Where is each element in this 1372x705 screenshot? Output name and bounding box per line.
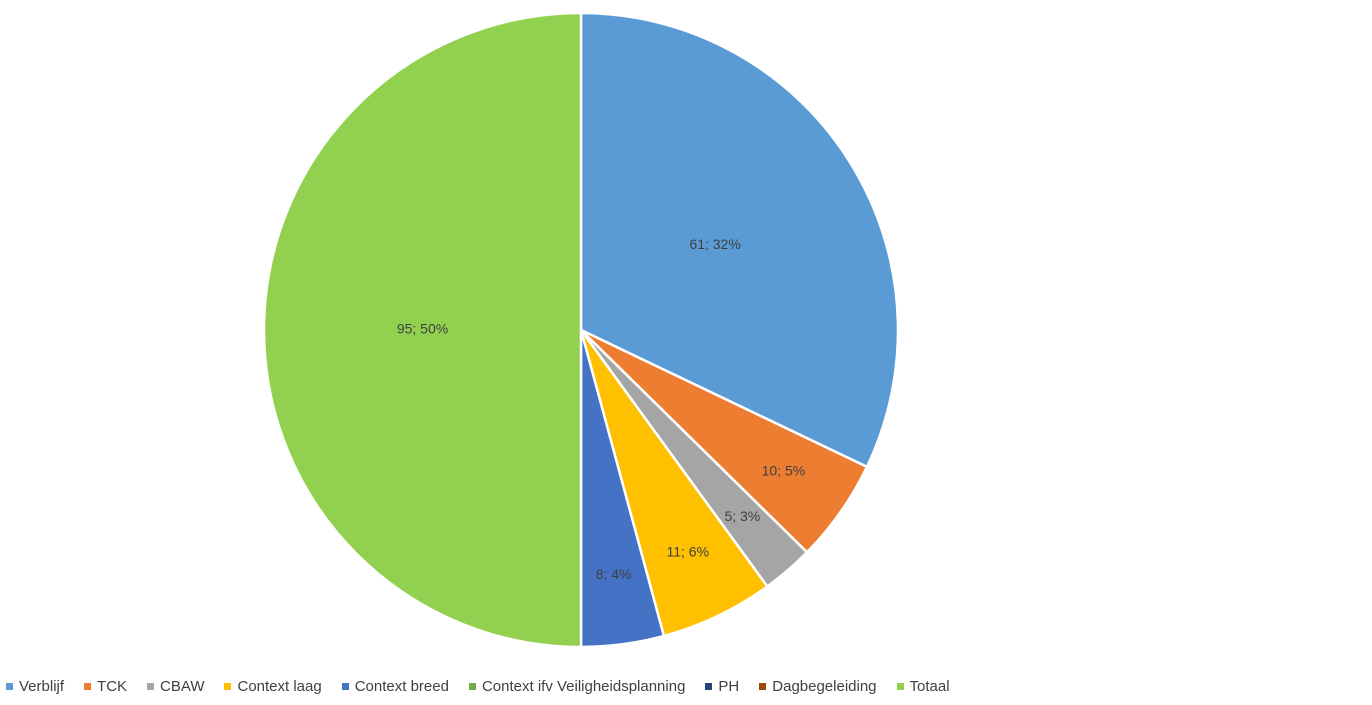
legend-label: Verblijf	[19, 678, 64, 695]
data-label: 10; 5%	[762, 463, 806, 479]
legend-label: Context breed	[355, 678, 449, 695]
legend-label: Totaal	[910, 678, 950, 695]
data-label: 8; 4%	[596, 566, 632, 582]
page: 61; 32% 10; 5% 5; 3% 11; 6% 8; 4% 95; 50% Ver…	[0, 0, 1372, 705]
legend-label: CBAW	[160, 678, 204, 695]
legend-item: CBAW	[147, 678, 204, 695]
legend-item: Context ifv Veiligheidsplanning	[469, 678, 685, 695]
legend-label: Dagbegeleiding	[772, 678, 876, 695]
legend-swatch	[897, 683, 904, 690]
legend-item: Dagbegeleiding	[759, 678, 876, 695]
legend-item: TCK	[84, 678, 127, 695]
legend-swatch	[6, 683, 13, 690]
legend-swatch	[705, 683, 712, 690]
legend-item: Totaal	[897, 678, 950, 695]
data-label: 5; 3%	[724, 508, 760, 524]
legend-swatch	[469, 683, 476, 690]
legend-swatch	[342, 683, 349, 690]
data-label: 95; 50%	[397, 321, 448, 337]
legend-label: Context laag	[237, 678, 321, 695]
data-label: 11; 6%	[666, 544, 709, 560]
legend-label: TCK	[97, 678, 127, 695]
legend-swatch	[224, 683, 231, 690]
legend-label: Context ifv Veiligheidsplanning	[482, 678, 685, 695]
legend-swatch	[147, 683, 154, 690]
legend-swatch	[84, 683, 91, 690]
legend-item: Verblijf	[6, 678, 64, 695]
chart: 61; 32% 10; 5% 5; 3% 11; 6% 8; 4% 95; 50%	[0, 0, 1372, 670]
legend-swatch	[759, 683, 766, 690]
legend-item: PH	[705, 678, 739, 695]
legend-item: Context laag	[224, 678, 321, 695]
legend-item: Context breed	[342, 678, 449, 695]
data-label: 61; 32%	[689, 236, 740, 252]
legend: Verblijf TCK CBAW Context laag Context breed…	[0, 678, 1372, 695]
legend-label: PH	[718, 678, 739, 695]
